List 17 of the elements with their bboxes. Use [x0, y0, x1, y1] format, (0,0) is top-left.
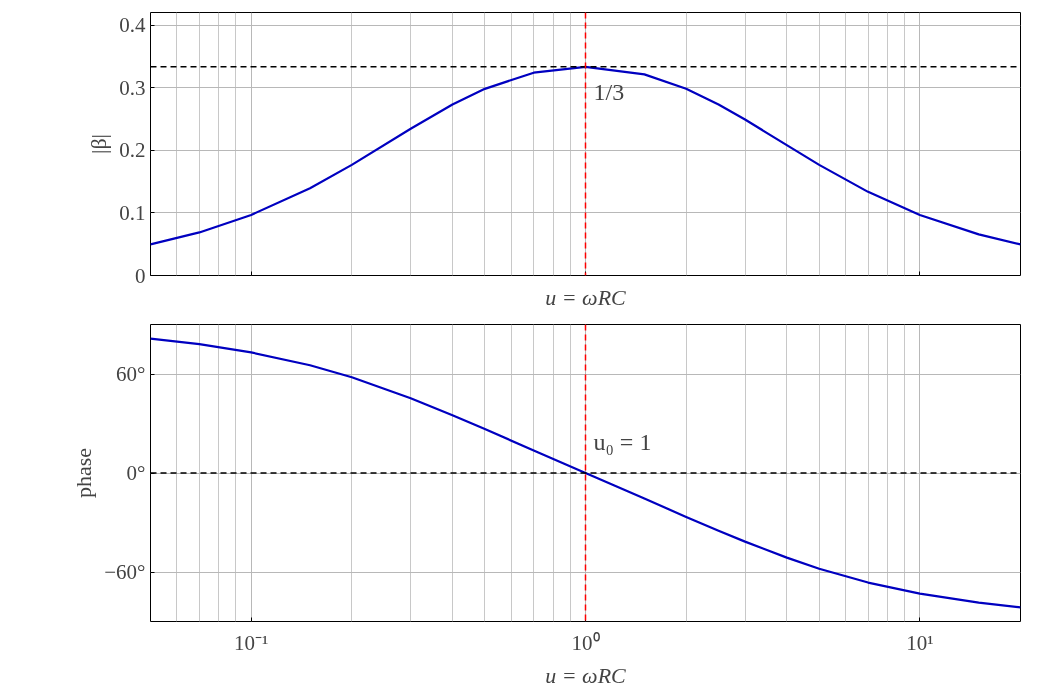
- x-tick-label: 10⁻¹: [234, 630, 269, 655]
- annotation: u₀ = 1: [593, 429, 652, 455]
- y-axis-title: |β|: [86, 133, 112, 154]
- annotation: 1/3: [593, 78, 625, 105]
- y-tick-label: 0: [135, 263, 146, 288]
- x-axis-title: u = ωRC: [545, 284, 627, 310]
- y-tick-label: 0°: [126, 461, 146, 485]
- x-axis-title: u = ωRC: [545, 662, 627, 688]
- y-axis-title: phase: [71, 447, 97, 499]
- y-tick-label: −60°: [104, 560, 146, 584]
- x-tick-label: 10⁰: [571, 630, 600, 655]
- y-tick-label: 0.2: [119, 138, 146, 163]
- y-tick-label: 0.4: [119, 13, 146, 38]
- y-tick-label: 0.3: [119, 75, 146, 100]
- y-tick-label: 60°: [116, 362, 146, 386]
- x-tick-label: 10¹: [906, 630, 934, 655]
- y-tick-label: 0.1: [119, 200, 146, 225]
